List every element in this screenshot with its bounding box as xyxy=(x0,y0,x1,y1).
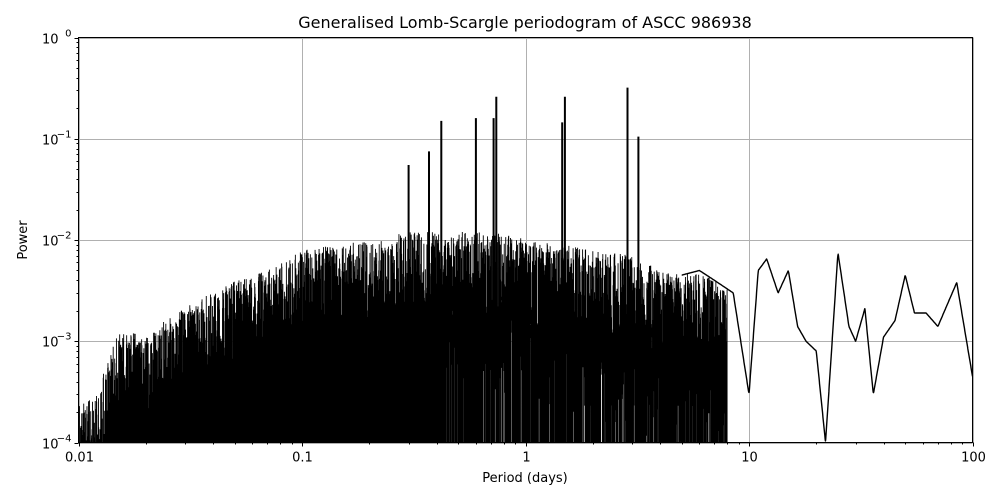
y-tick-label: 10 xyxy=(42,235,59,250)
y-axis-ticks: 10 010−110−210−310−4 xyxy=(42,29,79,453)
x-tick-label: 0.01 xyxy=(65,451,94,466)
x-axis-ticks: 0.01 0.1 1 10 100 xyxy=(65,442,986,466)
chart-title: Generalised Lomb-Scargle periodogram of … xyxy=(298,13,752,32)
y-tick-label: 10 xyxy=(42,134,59,149)
x-axis-label: Period (days) xyxy=(482,471,568,486)
x-tick-label: 10 xyxy=(741,451,758,466)
y-tick-exponent: 0 xyxy=(65,29,71,40)
y-axis-label: Power xyxy=(16,220,31,260)
y-tick-label: 10 xyxy=(42,336,59,351)
x-tick-label: 0.1 xyxy=(292,451,313,466)
y-tick-exponent: −1 xyxy=(57,130,72,141)
y-tick-exponent: −3 xyxy=(57,332,72,343)
y-tick-exponent: −4 xyxy=(57,434,72,445)
x-tick-label: 100 xyxy=(961,451,986,466)
y-tick-exponent: −2 xyxy=(57,231,72,242)
x-tick-label: 1 xyxy=(522,451,530,466)
y-tick-label: 10 xyxy=(42,33,59,48)
periodogram-line xyxy=(79,87,973,443)
y-tick-label: 10 xyxy=(42,438,59,453)
